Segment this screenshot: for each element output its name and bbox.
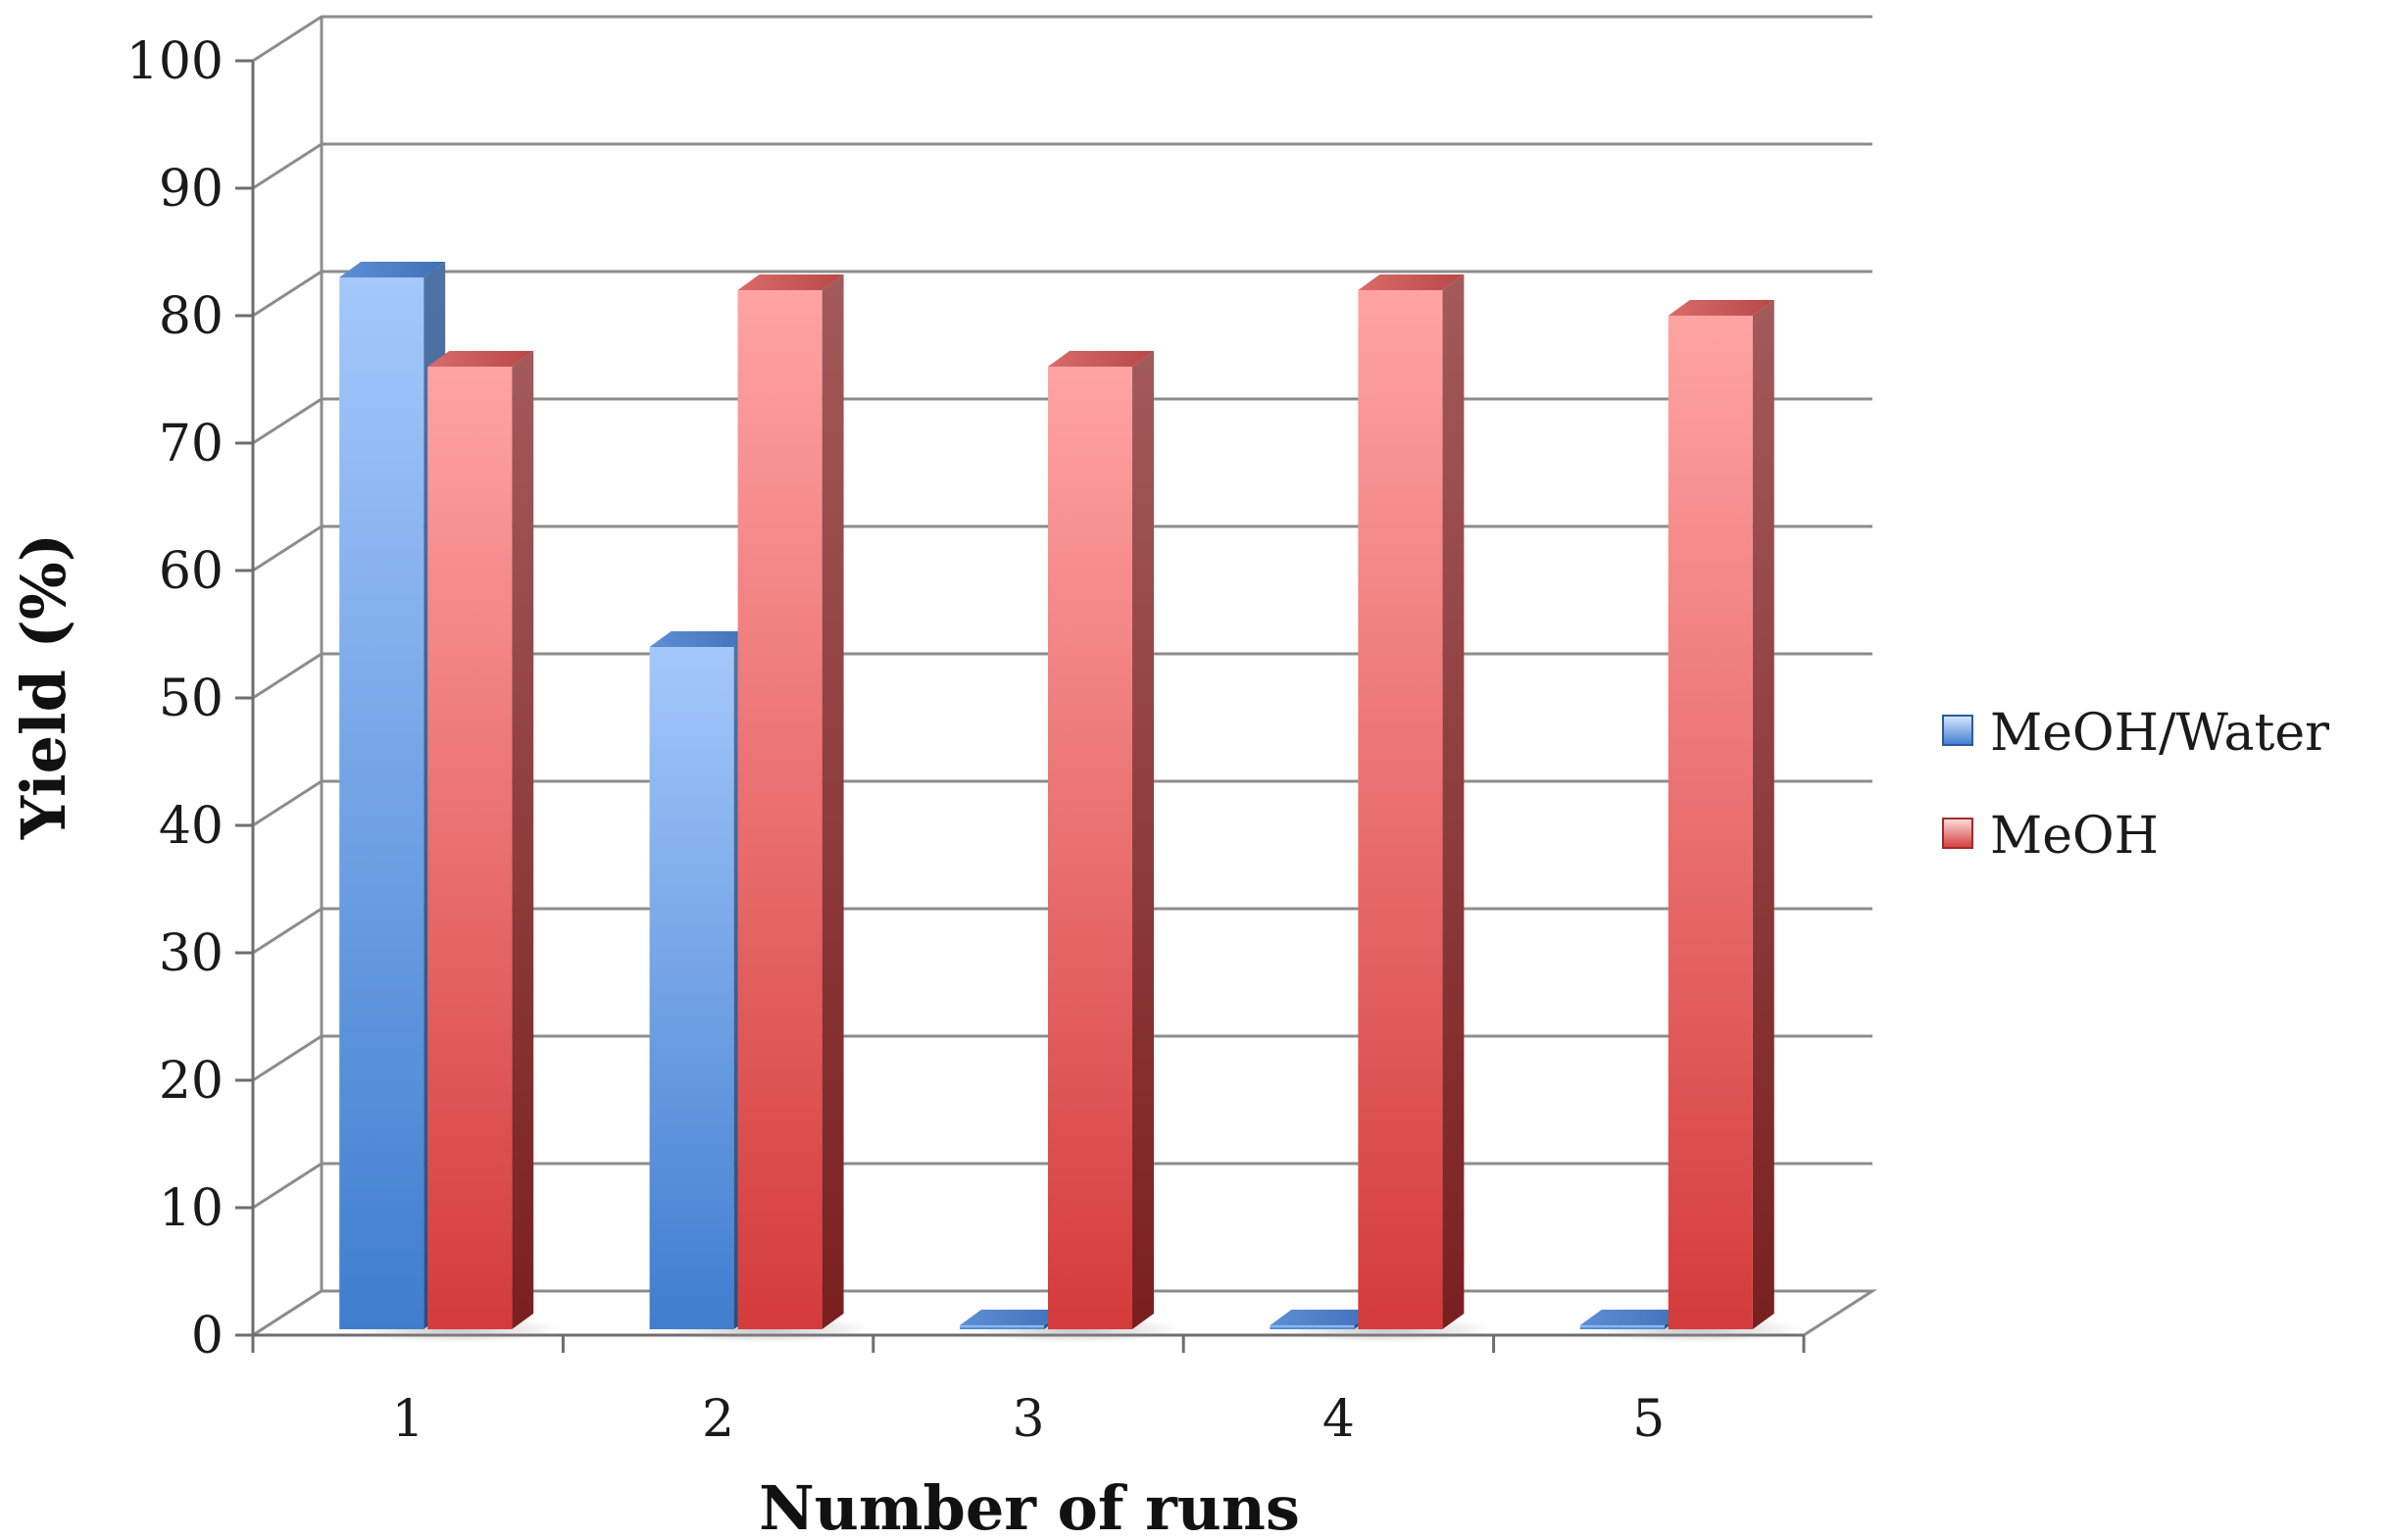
bar-front-face	[1358, 290, 1443, 1329]
bar-front-face	[427, 367, 513, 1329]
bar-top-face	[1668, 300, 1774, 316]
bar-side-face	[512, 351, 534, 1329]
bar-meoh-run-5	[1668, 300, 1774, 1329]
bars	[339, 262, 1802, 1343]
bar-front-face	[737, 290, 822, 1329]
y-tick-label-20: 20	[159, 1052, 224, 1111]
bar-top-face	[649, 631, 756, 647]
y-tick-label-90: 90	[159, 160, 224, 219]
bar-top-face	[737, 274, 844, 290]
bar-top-face	[960, 1310, 1066, 1325]
bar-top-face	[1270, 1310, 1376, 1325]
x-tick-label-4: 4	[1322, 1390, 1355, 1449]
x-tick-label-5: 5	[1632, 1390, 1665, 1449]
bar-meoh-run-1	[427, 351, 534, 1329]
x-axis: 1 2 3 4 5	[251, 1333, 1806, 1449]
y-tick-label-100: 100	[126, 32, 224, 91]
bar-top-face	[427, 351, 534, 367]
bar-front-face	[1668, 316, 1753, 1329]
gridline-20	[252, 1034, 1872, 1082]
bar-front-face	[649, 647, 734, 1329]
legend-label-meoh-water: MeOH/Water	[1990, 704, 2329, 763]
legend-swatch-meoh-water	[1942, 715, 1973, 746]
legend-item-meoh: MeOH	[1942, 807, 2159, 866]
bar-front-face	[1270, 1325, 1355, 1329]
gridline-60	[252, 524, 1872, 572]
x-tick-label-1: 1	[392, 1390, 424, 1449]
y-tick-label-70: 70	[159, 415, 224, 473]
y-axis: 0 10 20 30 40 50 60 70 80 90 100	[126, 32, 255, 1366]
gridline-10	[252, 1162, 1872, 1210]
legend: MeOH/Water MeOH	[1942, 704, 2329, 866]
legend-swatch-meoh	[1942, 818, 1973, 849]
bar-top-face	[1358, 274, 1465, 290]
bar-meoh-run-2	[737, 274, 844, 1329]
gridline-40	[252, 779, 1872, 827]
y-tick-label-40: 40	[159, 797, 224, 856]
bar-side-face	[822, 274, 844, 1329]
bar-top-face	[1579, 1310, 1686, 1325]
bar-meoh-run-4	[1358, 274, 1465, 1329]
y-axis-title: Yield (%)	[8, 533, 79, 840]
y-tick-label-60: 60	[159, 542, 224, 601]
bar-front-face	[1579, 1325, 1665, 1329]
y-tick-label-0: 0	[191, 1307, 224, 1366]
x-tick-label-2: 2	[702, 1390, 734, 1449]
gridline-90	[252, 142, 1872, 190]
x-axis-title: Number of runs	[759, 1472, 1300, 1540]
bar-top-face	[1048, 351, 1154, 367]
gridline-80	[252, 270, 1872, 318]
bar-side-face	[1442, 274, 1465, 1329]
bar-front-face	[960, 1325, 1044, 1329]
gridline-50	[252, 652, 1872, 700]
bar-top-face	[339, 262, 446, 277]
bar-side-face	[1132, 351, 1154, 1329]
y-tick-label-10: 10	[159, 1179, 224, 1238]
legend-item-meoh-water: MeOH/Water	[1942, 704, 2329, 763]
y-tick-label-30: 30	[159, 924, 224, 983]
bar-meoh-run-3	[1048, 351, 1154, 1329]
x-tick-label-3: 3	[1012, 1390, 1044, 1449]
gridline-70	[252, 397, 1872, 445]
gridline-100	[252, 15, 1872, 63]
gridline-30	[252, 907, 1872, 955]
legend-label-meoh: MeOH	[1990, 807, 2159, 866]
bar-front-face	[1048, 367, 1132, 1329]
y-tick-label-80: 80	[159, 287, 224, 346]
bar-side-face	[1752, 300, 1774, 1329]
y-tick-label-50: 50	[159, 670, 224, 728]
bar-front-face	[339, 277, 424, 1329]
